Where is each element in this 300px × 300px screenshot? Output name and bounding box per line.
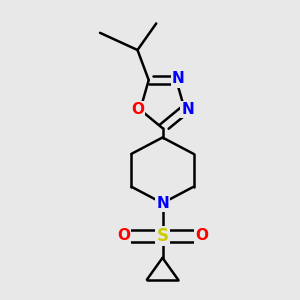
Text: O: O — [195, 228, 208, 243]
Text: N: N — [172, 71, 184, 86]
Text: O: O — [131, 102, 144, 117]
Text: N: N — [182, 102, 194, 117]
Text: N: N — [156, 196, 169, 211]
Text: O: O — [117, 228, 130, 243]
Text: S: S — [157, 227, 169, 245]
